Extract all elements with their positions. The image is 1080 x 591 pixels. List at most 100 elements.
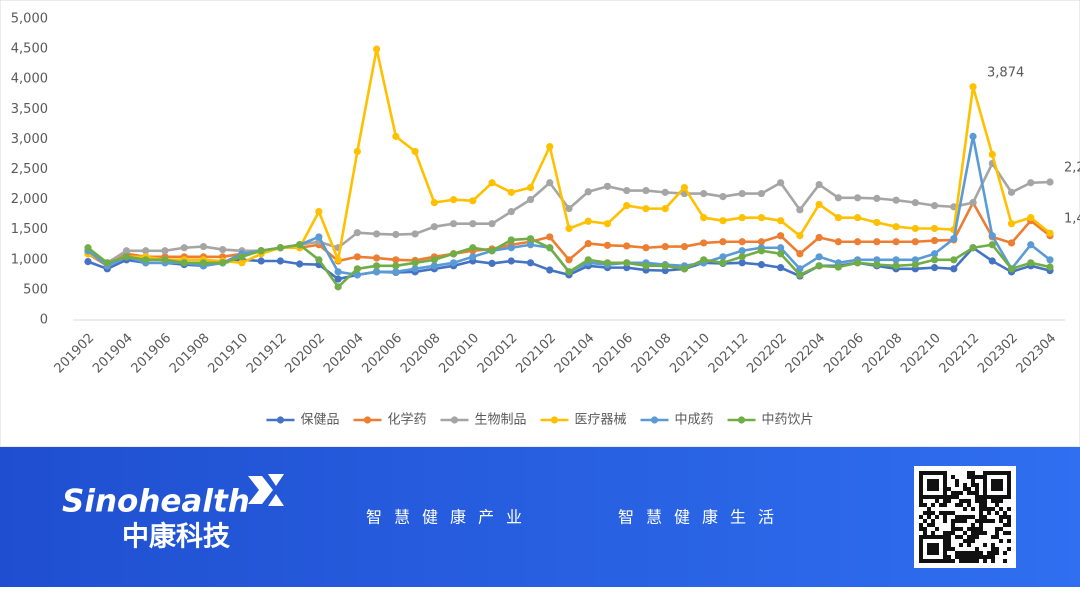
marker bbox=[180, 259, 188, 267]
legend-marker bbox=[550, 416, 559, 424]
marker bbox=[661, 205, 669, 213]
marker bbox=[950, 265, 958, 273]
marker bbox=[603, 241, 612, 249]
y-tick-label: 1,000 bbox=[11, 252, 48, 267]
marker bbox=[911, 261, 919, 269]
marker bbox=[584, 239, 592, 248]
legend-marker bbox=[276, 416, 285, 424]
y-tick-label: 3,000 bbox=[11, 132, 48, 147]
marker bbox=[276, 257, 284, 265]
marker bbox=[834, 194, 842, 202]
marker bbox=[1027, 241, 1035, 249]
marker bbox=[815, 262, 823, 270]
marker bbox=[680, 265, 689, 273]
y-tick-label: 1,500 bbox=[11, 222, 48, 237]
marker bbox=[392, 262, 400, 270]
marker bbox=[815, 200, 823, 209]
marker bbox=[334, 275, 342, 283]
marker bbox=[334, 283, 342, 291]
marker bbox=[392, 132, 400, 140]
marker bbox=[219, 245, 227, 254]
marker bbox=[642, 205, 650, 213]
marker bbox=[777, 232, 785, 240]
marker bbox=[834, 214, 842, 222]
marker bbox=[892, 256, 900, 264]
marker bbox=[334, 256, 342, 264]
marker bbox=[680, 183, 689, 192]
marker bbox=[680, 242, 689, 251]
marker bbox=[122, 253, 131, 261]
y-tick-label: 500 bbox=[23, 282, 48, 297]
marker bbox=[969, 132, 977, 140]
data-label: 2,292 bbox=[1064, 161, 1080, 176]
marker bbox=[950, 235, 958, 243]
marker bbox=[815, 233, 823, 242]
marker bbox=[238, 253, 246, 261]
marker bbox=[700, 239, 708, 247]
marker bbox=[719, 259, 727, 267]
marker bbox=[873, 194, 881, 202]
marker bbox=[373, 230, 381, 238]
marker bbox=[738, 259, 746, 267]
marker bbox=[122, 247, 131, 255]
marker bbox=[334, 268, 342, 276]
marker bbox=[1007, 188, 1016, 196]
marker bbox=[546, 244, 554, 252]
marker bbox=[411, 147, 419, 156]
legend-label: 医疗器械 bbox=[575, 413, 627, 428]
marker bbox=[507, 236, 515, 244]
marker bbox=[296, 241, 304, 249]
marker bbox=[84, 258, 92, 266]
marker bbox=[546, 143, 554, 151]
marker bbox=[930, 250, 939, 258]
marker bbox=[392, 268, 400, 276]
legend: 保健品 化学药 生物制品 医疗器械 中成药 中药饮片 bbox=[266, 412, 814, 428]
marker bbox=[565, 256, 573, 264]
marker bbox=[854, 214, 862, 222]
marker bbox=[526, 259, 535, 267]
marker bbox=[757, 261, 766, 269]
chart-area bbox=[0, 0, 1080, 448]
legend-marker bbox=[450, 416, 459, 424]
marker bbox=[892, 262, 900, 270]
marker bbox=[449, 220, 458, 228]
marker bbox=[873, 238, 881, 246]
data-label: 3,874 bbox=[987, 65, 1024, 80]
marker bbox=[1046, 229, 1054, 237]
marker bbox=[738, 238, 746, 246]
marker bbox=[546, 179, 554, 187]
marker bbox=[700, 189, 708, 198]
marker bbox=[738, 189, 746, 198]
marker bbox=[526, 196, 535, 204]
marker bbox=[469, 197, 477, 205]
marker bbox=[603, 182, 612, 190]
marker bbox=[469, 220, 477, 228]
marker bbox=[642, 186, 650, 195]
marker bbox=[1046, 256, 1054, 264]
logo-cn: 中康科技 bbox=[122, 521, 230, 553]
marker bbox=[1007, 265, 1016, 273]
marker bbox=[373, 254, 381, 262]
marker bbox=[854, 194, 862, 202]
marker bbox=[738, 253, 746, 261]
marker bbox=[1027, 259, 1035, 267]
marker bbox=[103, 259, 111, 267]
marker bbox=[430, 256, 438, 264]
marker bbox=[353, 253, 361, 261]
marker bbox=[526, 183, 535, 192]
marker bbox=[930, 236, 939, 245]
marker bbox=[315, 256, 323, 264]
marker bbox=[873, 218, 881, 227]
marker bbox=[873, 261, 881, 269]
marker bbox=[738, 247, 746, 255]
marker bbox=[930, 256, 939, 264]
marker bbox=[777, 264, 785, 272]
marker bbox=[892, 223, 900, 231]
y-tick-label: 5,000 bbox=[11, 12, 48, 27]
slogan: 智慧健康产业 bbox=[366, 508, 534, 527]
marker bbox=[757, 189, 766, 198]
y-tick-label: 4,500 bbox=[11, 42, 48, 57]
marker bbox=[507, 188, 515, 196]
marker bbox=[719, 217, 727, 225]
marker bbox=[777, 250, 785, 258]
